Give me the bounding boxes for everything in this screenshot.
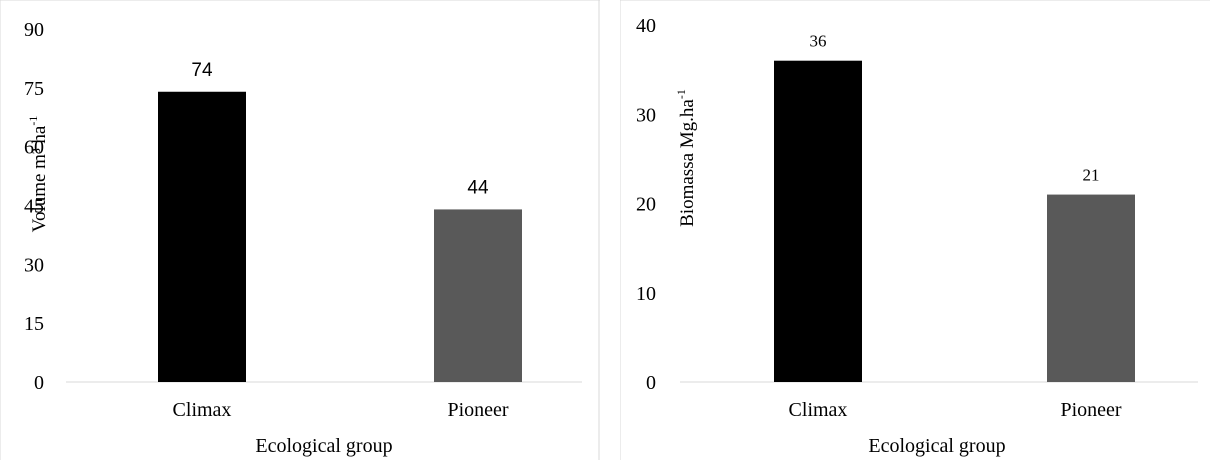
- x-tick-label: Climax: [173, 399, 232, 421]
- y-tick-label: 75: [24, 78, 44, 100]
- y-tick-label: 40: [636, 15, 656, 37]
- bar-pioneer: [434, 209, 522, 382]
- y-tick-label: 0: [34, 372, 44, 394]
- volume-chart-panel: 0 15 30 45 60 75 90 74 44 Climax Pioneer Ecologi…: [0, 0, 600, 460]
- bar-climax: [158, 91, 246, 382]
- x-tick-label: Climax: [789, 399, 848, 421]
- data-label: 74: [191, 60, 213, 81]
- bar-climax: [774, 60, 862, 382]
- data-label: 21: [1083, 166, 1100, 185]
- y-tick-label: 0: [646, 372, 656, 394]
- bar-pioneer: [1047, 194, 1135, 382]
- x-axis-title: Ecological group: [255, 435, 392, 457]
- data-label: 36: [810, 32, 827, 51]
- y-tick-label: 30: [24, 254, 44, 276]
- y-tick-label: 20: [636, 194, 656, 216]
- y-tick-label: 45: [24, 196, 44, 218]
- y-tick-label: 30: [636, 104, 656, 126]
- x-axis-title: Ecological group: [868, 435, 1005, 457]
- y-axis-title: Volume m³ ha-1: [26, 116, 50, 233]
- y-tick-label: 90: [24, 19, 44, 41]
- volume-chart: 0 15 30 45 60 75 90 74 44 Climax Pioneer Ecologi…: [0, 0, 600, 460]
- x-tick-label: Pioneer: [447, 399, 508, 421]
- data-label: 44: [467, 177, 489, 198]
- y-axis-title: Biomassa Mg.ha-1: [674, 89, 698, 227]
- x-tick-label: Pioneer: [1060, 399, 1121, 421]
- y-tick-label: 60: [24, 137, 44, 159]
- biomass-chart-panel: 0 10 20 30 40 36 21 Climax Pioneer Ecological …: [619, 0, 1210, 460]
- y-tick-label: 10: [636, 283, 656, 305]
- y-tick-label: 15: [24, 313, 44, 335]
- biomass-chart: 0 10 20 30 40 36 21 Climax Pioneer Ecological …: [619, 0, 1210, 460]
